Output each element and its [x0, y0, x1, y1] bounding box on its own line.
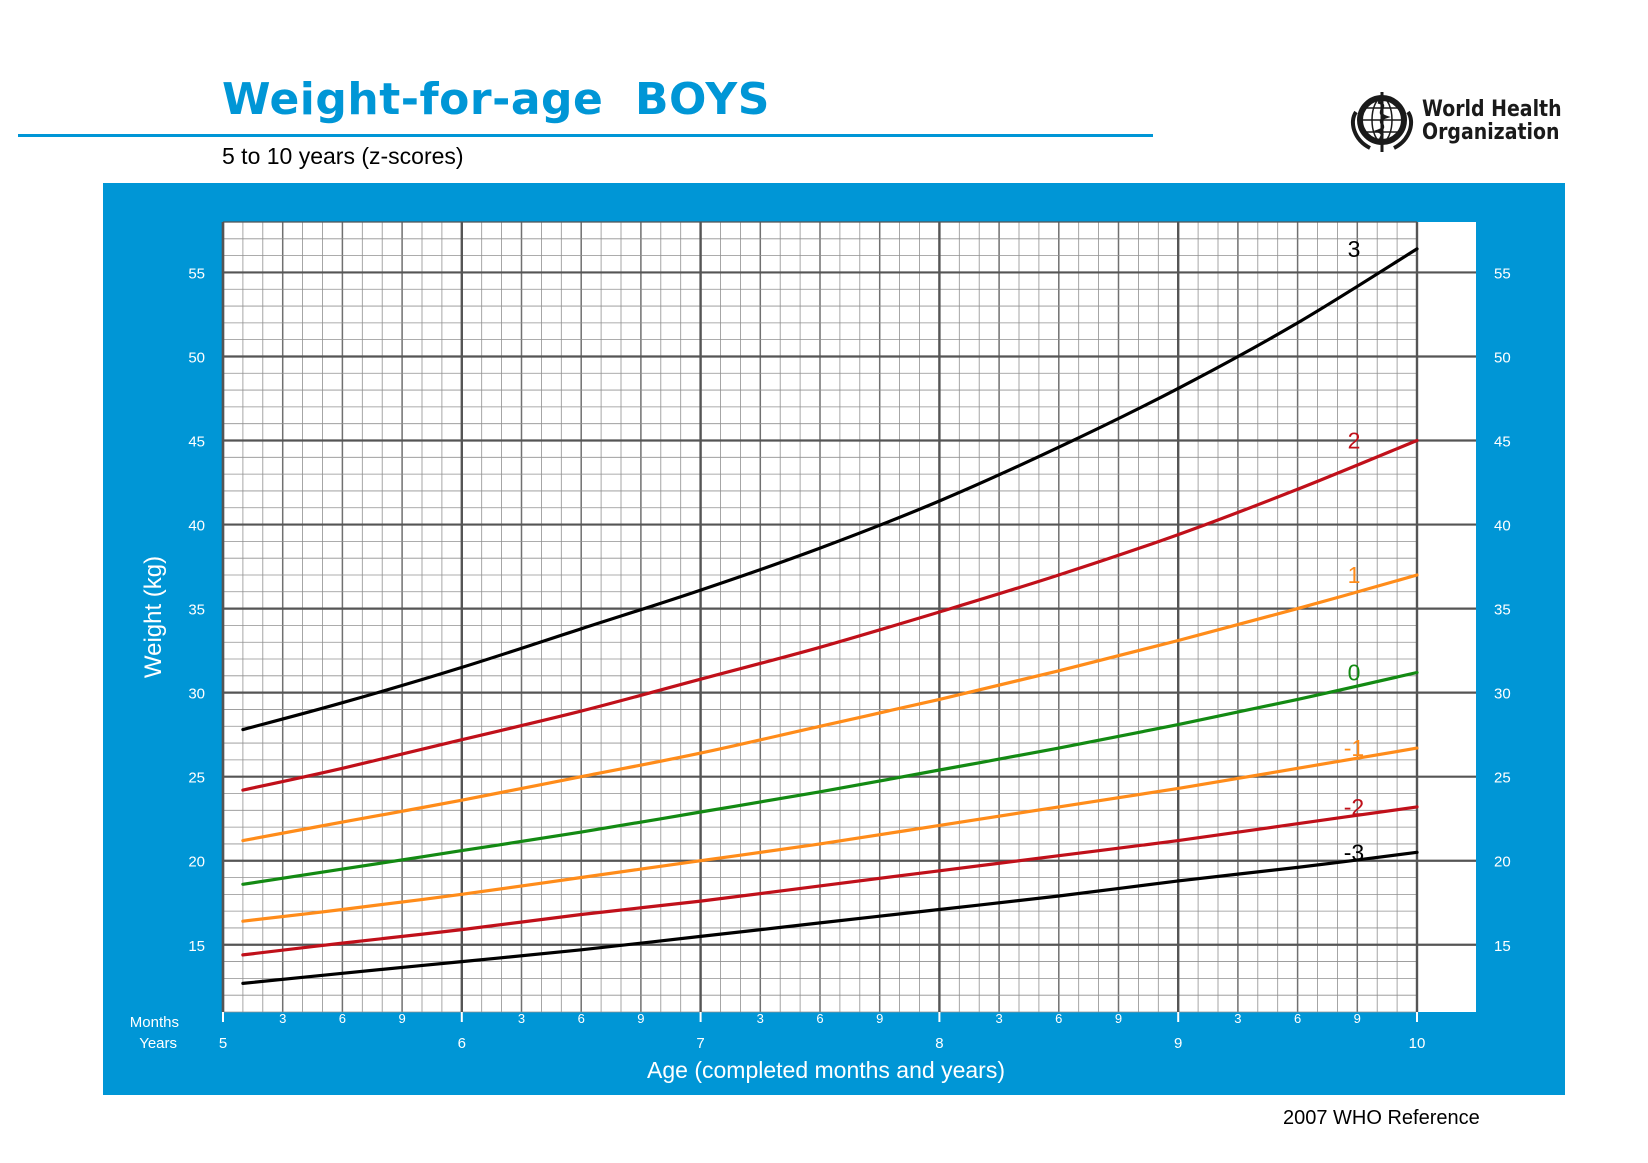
- series-line-sd-2: [241, 805, 1419, 957]
- chart-panel: 3 2 1 0 -1 -2 -3 15 20 25 30 35 40 45 50 55 15 20 25 30 35…: [103, 183, 1565, 1095]
- series-end-label: 1: [1348, 562, 1361, 588]
- series-end-label: 2: [1348, 428, 1361, 454]
- x-tick-labels: 5 3 6 9 6 3 6 9 7 3 6 9 8 3 6 9 9 3 6 9 10: [219, 1011, 1426, 1052]
- x-tick-month-label: 3: [995, 1011, 1002, 1026]
- x-tick-month-label: 6: [1294, 1011, 1301, 1026]
- series-end-label: -3: [1344, 839, 1364, 865]
- series-line-sd-3: [241, 850, 1419, 985]
- who-logo-text: World Health Organization: [1422, 98, 1562, 144]
- x-tick-month-label: 9: [637, 1011, 644, 1026]
- y-tick-label-right: 25: [1494, 770, 1511, 787]
- y-tick-label: 15: [188, 938, 205, 955]
- x-tick-month-label: 6: [816, 1011, 823, 1026]
- plot-area: [223, 222, 1476, 1012]
- x-tick-month-label: 6: [578, 1011, 585, 1026]
- who-name-line1: World Health: [1422, 97, 1562, 122]
- y-tick-label-right: 20: [1494, 854, 1511, 871]
- series-line-sd1: [241, 573, 1419, 843]
- series-line-sd2: [241, 438, 1419, 792]
- series-line-sd3: [241, 247, 1419, 732]
- who-logo: World Health Organization: [1346, 88, 1576, 156]
- page-subtitle: 5 to 10 years (z-scores): [222, 143, 464, 169]
- y-tick-labels-left: 15 20 25 30 35 40 45 50 55: [188, 265, 205, 954]
- y-tick-label-right: 35: [1494, 602, 1511, 619]
- x-tick-month-label: 9: [398, 1011, 405, 1026]
- y-tick-label: 55: [188, 265, 205, 282]
- x-axis-label: Age (completed months and years): [647, 1057, 1005, 1083]
- y-tick-label-right: 55: [1494, 265, 1511, 282]
- y-tick-label: 20: [188, 854, 205, 871]
- x-tick-year-label: 6: [458, 1035, 466, 1052]
- y-tick-label-right: 30: [1494, 686, 1511, 703]
- x-tick-month-label: 6: [1055, 1011, 1062, 1026]
- series-end-label: -1: [1344, 735, 1364, 761]
- title-underline: [18, 134, 1153, 137]
- x-tick-month-label: 3: [518, 1011, 525, 1026]
- y-tick-label: 45: [188, 434, 205, 451]
- x-tick-month-label: 3: [757, 1011, 764, 1026]
- x-tick-year-label: 9: [1174, 1035, 1182, 1052]
- x-tick-year-label: 5: [219, 1035, 227, 1052]
- x-tick-year-label: 10: [1409, 1035, 1426, 1052]
- years-row-label: Years: [139, 1035, 177, 1052]
- y-tick-label: 30: [188, 686, 205, 703]
- who-name-line2: Organization: [1422, 120, 1560, 145]
- series-end-label: 3: [1348, 236, 1361, 262]
- reference-footer: 2007 WHO Reference: [1283, 1107, 1480, 1129]
- series-end-label: -2: [1344, 794, 1364, 820]
- x-tick-year-label: 7: [696, 1035, 704, 1052]
- grid-minor: [223, 221, 1417, 1013]
- x-tick-year-label: 8: [935, 1035, 943, 1052]
- page-title: Weight-for-age BOYS: [222, 74, 770, 125]
- series-end-label: 0: [1348, 659, 1361, 685]
- y-axis-label: Weight (kg): [140, 556, 167, 678]
- y-tick-label: 40: [188, 518, 205, 535]
- who-emblem-icon: [1350, 92, 1414, 152]
- series-line-sd-1: [241, 746, 1419, 923]
- y-tick-label: 35: [188, 602, 205, 619]
- x-tick-month-label: 6: [339, 1011, 346, 1026]
- y-tick-label: 25: [188, 770, 205, 787]
- x-tick-month-label: 9: [876, 1011, 883, 1026]
- x-tick-month-label: 9: [1354, 1011, 1361, 1026]
- x-tick-month-label: 3: [279, 1011, 286, 1026]
- y-tick-label-right: 45: [1494, 434, 1511, 451]
- series-line-sd0: [241, 670, 1419, 886]
- grid-major: [221, 221, 1476, 1012]
- y-tick-label-right: 15: [1494, 938, 1511, 955]
- y-tick-label-right: 50: [1494, 349, 1511, 366]
- y-tick-labels-right: 15 20 25 30 35 40 45 50 55: [1494, 265, 1511, 954]
- y-tick-label-right: 40: [1494, 518, 1511, 535]
- series-end-labels: 3 2 1 0 -1 -2 -3: [1344, 236, 1364, 865]
- x-tick-month-label: 9: [1115, 1011, 1122, 1026]
- y-tick-label: 50: [188, 349, 205, 366]
- months-row-label: Months: [130, 1014, 179, 1031]
- x-tick-month-label: 3: [1234, 1011, 1241, 1026]
- series-lines: [241, 247, 1419, 985]
